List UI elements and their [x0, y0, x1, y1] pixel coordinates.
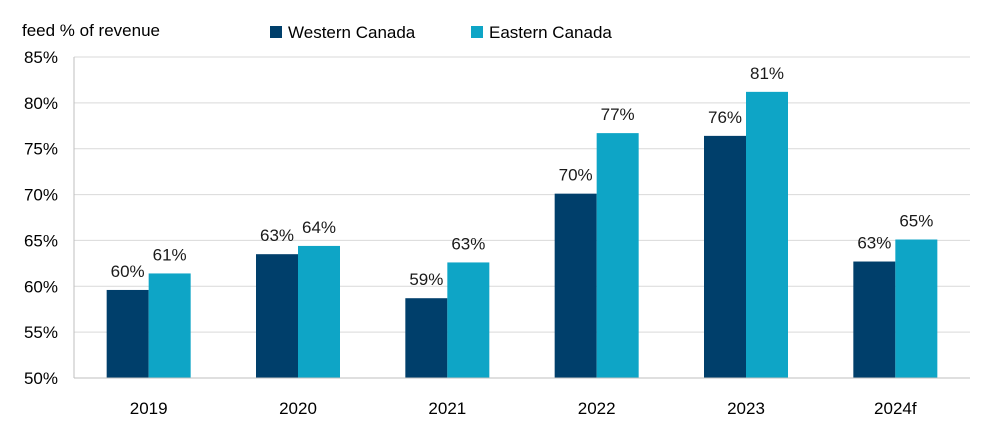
bar-western-canada — [554, 193, 597, 378]
data-label: 60% — [111, 262, 145, 281]
legend: Western Canada Eastern Canada — [270, 23, 612, 42]
legend-label: Eastern Canada — [489, 23, 612, 42]
x-tick-label: 2024f — [874, 399, 917, 418]
x-tick-label: 2021 — [428, 399, 466, 418]
data-label: 65% — [899, 212, 933, 231]
x-tick-label: 2019 — [130, 399, 168, 418]
x-axis: 2019 2020 2021 2022 2023 2024f — [74, 377, 970, 418]
data-label: 81% — [750, 64, 784, 83]
data-label: 63% — [451, 234, 485, 253]
bar-eastern-canada — [298, 245, 340, 378]
y-axis-title: feed % of revenue — [22, 21, 160, 40]
bar-western-canada — [704, 135, 746, 378]
gridlines — [74, 56, 970, 333]
x-tick-label: 2023 — [727, 399, 765, 418]
legend-swatch — [270, 26, 282, 38]
bar-eastern-canada — [746, 91, 788, 378]
bar-eastern-canada — [596, 133, 639, 378]
y-tick-label: 70% — [24, 186, 58, 205]
bar-western-canada — [405, 298, 448, 378]
bar-western-canada — [853, 261, 896, 378]
y-tick-label: 85% — [24, 48, 58, 67]
data-label: 59% — [409, 270, 443, 289]
x-tick-label: 2020 — [279, 399, 317, 418]
data-label: 63% — [260, 226, 294, 245]
data-label: 63% — [857, 234, 891, 253]
y-tick-label: 55% — [24, 323, 58, 342]
y-axis: 50% 55% 60% 65% 70% 75% 80% 85% — [24, 48, 75, 388]
bar-eastern-canada — [148, 273, 191, 378]
y-tick-label: 65% — [24, 231, 58, 250]
legend-label: Western Canada — [288, 23, 416, 42]
legend-swatch — [471, 26, 483, 38]
x-tick-label: 2022 — [578, 399, 616, 418]
data-label: 61% — [153, 245, 187, 264]
y-tick-label: 60% — [24, 277, 58, 296]
data-label: 77% — [601, 105, 635, 124]
bar-western-canada — [106, 289, 149, 378]
data-label: 76% — [708, 108, 742, 127]
data-label: 70% — [559, 166, 593, 185]
y-tick-label: 75% — [24, 140, 58, 159]
data-labels: 60% 61% 63% 64% 59% 63% 70% 77% 76% 81% 63% 65% — [111, 64, 934, 289]
bar-eastern-canada — [447, 262, 490, 378]
bars — [106, 91, 938, 378]
bar-western-canada — [256, 254, 298, 378]
bar-eastern-canada — [895, 239, 938, 378]
data-label: 64% — [302, 218, 336, 237]
y-tick-label: 50% — [24, 369, 58, 388]
y-tick-label: 80% — [24, 94, 58, 113]
